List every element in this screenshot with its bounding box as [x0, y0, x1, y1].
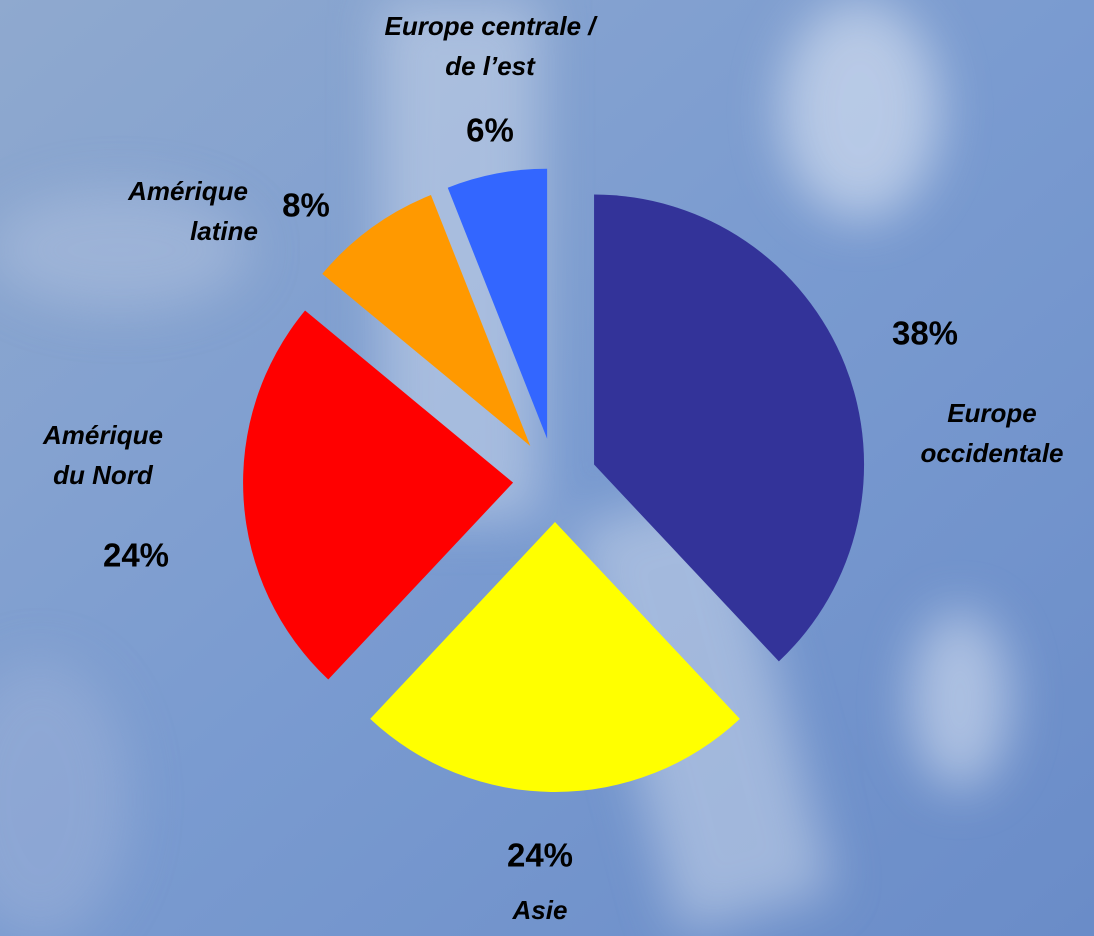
pie-slice [243, 310, 514, 680]
pie-slice [322, 194, 531, 447]
slice-label: Amérique du Nord [42, 420, 163, 490]
pie-slice [594, 194, 865, 662]
slice-label: Europe centrale / de l’est [385, 11, 599, 81]
slice-label-line: latine [190, 216, 258, 246]
slice-label-line: Asie [512, 895, 568, 925]
slice-label-line: de l’est [445, 51, 536, 81]
value-label: 8% [282, 187, 330, 224]
slice-label-line: Amérique [127, 176, 248, 206]
slice-label: Europe occidentale [920, 398, 1063, 468]
value-label: 38% [892, 315, 958, 352]
value-label: 24% [507, 837, 573, 874]
value-label: 24% [103, 537, 169, 574]
slice-label-line: du Nord [53, 460, 154, 490]
slice-label-line: Amérique [42, 420, 163, 450]
pie-slice [447, 168, 548, 439]
slice-label: Amérique latine [127, 176, 258, 246]
pie-slice [370, 522, 740, 793]
slice-label-line: Europe [947, 398, 1037, 428]
slice-label: Asie [512, 895, 568, 925]
slice-label-line: occidentale [920, 438, 1063, 468]
slice-label-line: Europe centrale / [385, 11, 599, 41]
value-label: 6% [466, 112, 514, 149]
